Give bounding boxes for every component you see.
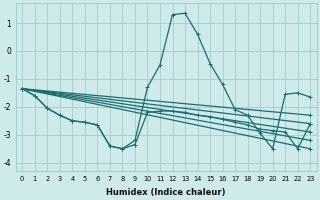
X-axis label: Humidex (Indice chaleur): Humidex (Indice chaleur): [107, 188, 226, 197]
